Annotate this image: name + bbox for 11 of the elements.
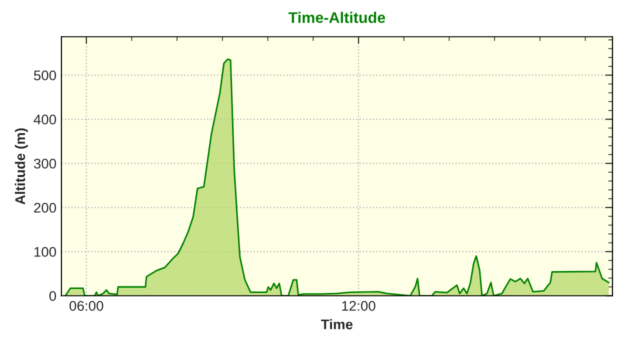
y-tick-label: 500 [34, 70, 56, 80]
x-tick-label: 12:00 [342, 300, 376, 311]
x-tick-label: 06:00 [70, 300, 104, 311]
y-tick-label: 300 [34, 158, 56, 169]
chart-title: Time-Altitude [288, 12, 386, 24]
y-tick-label: 200 [34, 202, 56, 213]
y-tick-label: 100 [34, 246, 56, 257]
y-tick-label: 0 [49, 291, 56, 301]
x-axis-title: Time [321, 319, 353, 330]
y-tick-label: 400 [34, 114, 56, 124]
y-axis-title: Altitude (m) [14, 128, 28, 204]
